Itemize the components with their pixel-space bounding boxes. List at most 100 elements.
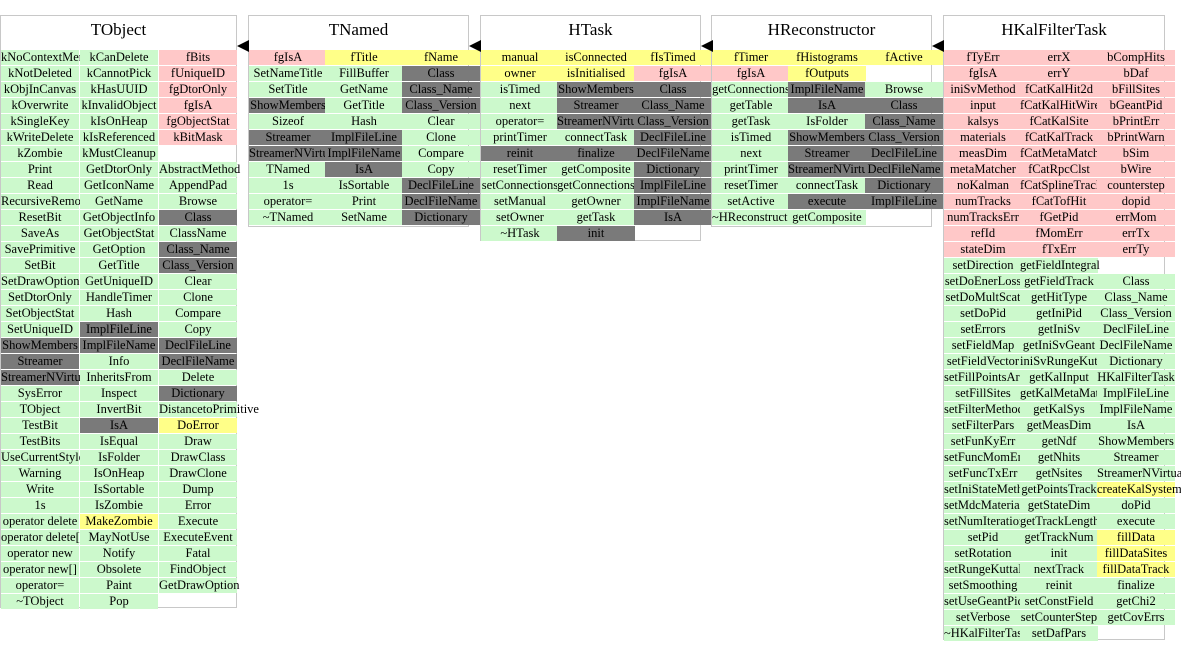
member-cell[interactable]: setPid <box>944 530 1022 545</box>
member-cell[interactable]: DeclFileLine <box>402 178 480 193</box>
member-cell[interactable]: IsA <box>80 418 158 433</box>
member-cell[interactable]: setRotation <box>944 546 1022 561</box>
member-cell[interactable]: getIniSv <box>1020 322 1098 337</box>
member-cell[interactable]: FillBuffer <box>325 66 403 81</box>
member-cell[interactable]: ~TObject <box>1 594 79 609</box>
member-cell[interactable]: DeclFileLine <box>159 338 237 353</box>
member-cell[interactable]: getNhits <box>1020 450 1098 465</box>
member-cell[interactable]: noKalman <box>944 178 1022 193</box>
member-cell[interactable]: refId <box>944 226 1022 241</box>
member-cell[interactable]: ImplFileName <box>80 338 158 353</box>
member-cell[interactable]: fActive <box>865 50 943 65</box>
member-cell[interactable]: operator= <box>1 578 79 593</box>
member-cell[interactable]: DeclFileName <box>1097 338 1175 353</box>
member-cell[interactable]: stateDim <box>944 242 1022 257</box>
member-cell[interactable]: kIsOnHeap <box>80 114 158 129</box>
member-cell[interactable]: getNsites <box>1020 466 1098 481</box>
member-cell[interactable]: IsZombie <box>80 498 158 513</box>
member-cell[interactable]: manual <box>481 50 559 65</box>
member-cell[interactable]: kNotDeleted <box>1 66 79 81</box>
member-cell[interactable]: finalize <box>1097 578 1175 593</box>
member-cell[interactable]: getHitType <box>1020 290 1098 305</box>
member-cell[interactable]: isInitialised <box>557 66 635 81</box>
member-cell[interactable]: AppendPad <box>159 178 237 193</box>
member-cell[interactable]: ~HKalFilterTask <box>944 626 1029 641</box>
member-cell[interactable]: DeclFileName <box>402 194 480 209</box>
member-cell[interactable]: fMomErr <box>1020 226 1098 241</box>
member-cell[interactable]: fillDataSites <box>1097 546 1175 561</box>
member-cell[interactable]: bFillSites <box>1097 82 1175 97</box>
member-cell[interactable]: connectTask <box>788 178 866 193</box>
member-cell[interactable]: ExecuteEvent <box>159 530 237 545</box>
member-cell[interactable]: Fatal <box>159 546 237 561</box>
member-cell[interactable]: Dictionary <box>865 178 943 193</box>
member-cell[interactable]: GetUniqueID <box>80 274 158 289</box>
member-cell[interactable]: metaMatcher <box>944 162 1022 177</box>
member-cell[interactable]: kHasUUID <box>80 82 158 97</box>
member-cell[interactable]: errTy <box>1097 242 1175 257</box>
member-cell[interactable]: Clear <box>402 114 480 129</box>
member-cell[interactable]: Delete <box>159 370 237 385</box>
member-cell[interactable]: SetTitle <box>249 82 327 97</box>
member-cell[interactable]: SysError <box>1 386 79 401</box>
member-cell[interactable]: fHistograms <box>788 50 866 65</box>
member-cell[interactable]: errTx <box>1097 226 1175 241</box>
member-cell[interactable]: bWire <box>1097 162 1175 177</box>
member-cell[interactable]: bDaf <box>1097 66 1175 81</box>
member-cell[interactable]: setFuncTxErr <box>944 466 1022 481</box>
member-cell[interactable]: resetTimer <box>481 162 559 177</box>
member-cell[interactable]: Streamer <box>557 98 635 113</box>
member-cell[interactable]: kCannotPick <box>80 66 158 81</box>
member-cell[interactable]: Hash <box>325 114 403 129</box>
member-cell[interactable]: Inspect <box>80 386 158 401</box>
member-cell[interactable]: Streamer <box>788 146 866 161</box>
member-cell[interactable]: StreamerNVirtual <box>249 146 338 161</box>
member-cell[interactable]: getKalInput <box>1020 370 1098 385</box>
member-cell[interactable]: Print <box>1 162 79 177</box>
member-cell[interactable]: AbstractMethod <box>159 162 241 177</box>
member-cell[interactable]: fCatKalTrack <box>1020 130 1098 145</box>
member-cell[interactable]: Copy <box>402 162 480 177</box>
member-cell[interactable]: kIsReferenced <box>80 130 158 145</box>
member-cell[interactable]: fTitle <box>325 50 403 65</box>
member-cell[interactable]: operator new[] <box>1 562 79 577</box>
member-cell[interactable]: ImplFileLine <box>325 130 403 145</box>
member-cell[interactable]: setFieldVector <box>944 354 1022 369</box>
member-cell[interactable]: materials <box>944 130 1022 145</box>
member-cell[interactable]: counterstep <box>1097 178 1175 193</box>
member-cell[interactable]: bSim <box>1097 146 1175 161</box>
member-cell[interactable]: Write <box>1 482 79 497</box>
member-cell[interactable]: fBits <box>159 50 237 65</box>
member-cell[interactable]: setFillSites <box>944 386 1022 401</box>
member-cell[interactable]: fgIsA <box>712 66 790 81</box>
member-cell[interactable]: Class_Name <box>634 98 712 113</box>
member-cell[interactable]: kalsys <box>944 114 1022 129</box>
member-cell[interactable]: ImplFileLine <box>634 178 712 193</box>
member-cell[interactable]: TNamed <box>249 162 327 177</box>
member-cell[interactable]: GetName <box>325 82 403 97</box>
member-cell[interactable]: getTrackLength <box>1020 514 1100 529</box>
member-cell[interactable]: Warning <box>1 466 79 481</box>
member-cell[interactable]: IsSortable <box>80 482 158 497</box>
member-cell[interactable]: Execute <box>159 514 237 529</box>
member-cell[interactable]: fgDtorOnly <box>159 82 237 97</box>
member-cell[interactable]: bGeantPid <box>1097 98 1175 113</box>
member-cell[interactable]: operator= <box>249 194 327 209</box>
member-cell[interactable]: ShowMembers <box>249 98 327 113</box>
member-cell[interactable]: numTracksErr <box>944 210 1022 225</box>
member-cell[interactable]: Copy <box>159 322 237 337</box>
member-cell[interactable]: setDafPars <box>1020 626 1098 641</box>
member-cell[interactable]: ShowMembers <box>1 338 79 353</box>
member-cell[interactable]: errY <box>1020 66 1098 81</box>
member-cell[interactable]: DistancetoPrimitive <box>159 402 259 417</box>
member-cell[interactable]: GetName <box>80 194 158 209</box>
member-cell[interactable]: SavePrimitive <box>1 242 79 257</box>
member-cell[interactable]: setFillPointsArrays <box>944 370 1041 385</box>
member-cell[interactable]: getPointsTrack <box>1020 482 1098 497</box>
member-cell[interactable]: getTrackNum <box>1020 530 1098 545</box>
member-cell[interactable]: GetTitle <box>325 98 403 113</box>
member-cell[interactable]: fUniqueID <box>159 66 237 81</box>
member-cell[interactable]: Dump <box>159 482 237 497</box>
member-cell[interactable]: Class_Name <box>402 82 480 97</box>
member-cell[interactable]: errX <box>1020 50 1098 65</box>
